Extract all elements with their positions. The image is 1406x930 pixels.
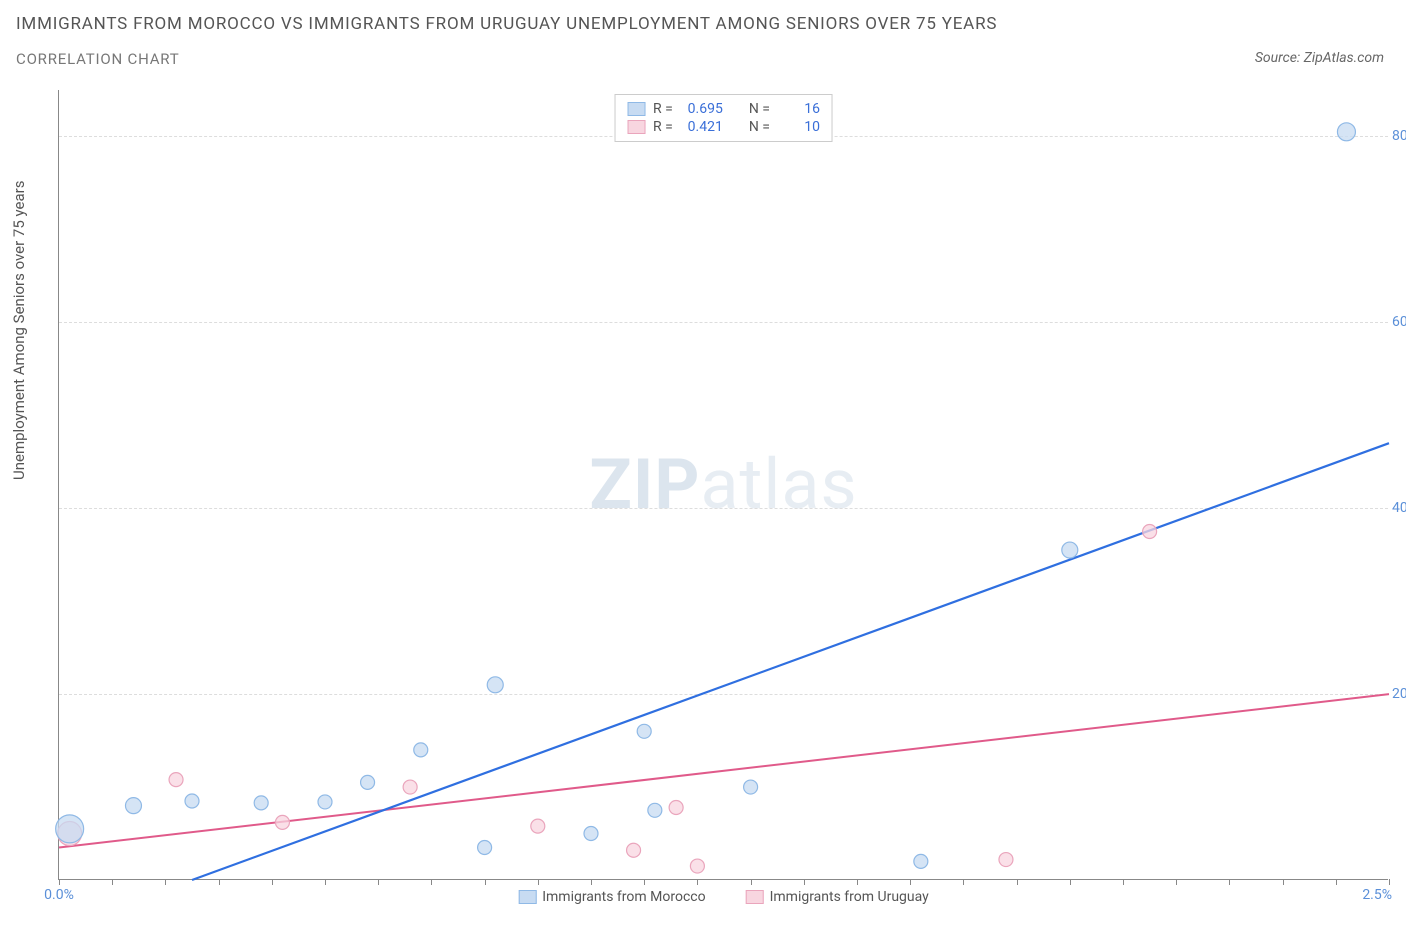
x-tick — [910, 879, 911, 885]
legend-r-label: R = — [653, 119, 673, 135]
legend-r-uruguay: 0.421 — [681, 119, 723, 135]
x-tick — [165, 879, 166, 885]
point-morocco — [744, 780, 758, 794]
point-uruguay — [690, 859, 704, 873]
y-tick-label: 40.0% — [1392, 500, 1406, 516]
point-uruguay — [669, 801, 683, 815]
chart-plot-area: ZIPatlas R = 0.695 N = 16 R = 0.421 N = … — [58, 90, 1388, 880]
x-tick — [1229, 879, 1230, 885]
x-tick — [1283, 879, 1284, 885]
point-morocco — [254, 796, 268, 810]
legend-stats-box: R = 0.695 N = 16 R = 0.421 N = 10 — [614, 94, 833, 142]
x-tick — [751, 879, 752, 885]
legend-swatch-morocco — [518, 890, 536, 904]
x-tick — [325, 879, 326, 885]
legend-label-morocco: Immigrants from Morocco — [542, 889, 705, 905]
legend-r-morocco: 0.695 — [681, 101, 723, 117]
x-tick — [644, 879, 645, 885]
point-uruguay — [531, 819, 545, 833]
x-tick — [1389, 879, 1390, 885]
legend-swatch-uruguay — [627, 120, 645, 134]
point-morocco — [1062, 542, 1078, 558]
x-tick — [1017, 879, 1018, 885]
x-tick — [1176, 879, 1177, 885]
legend-series: Immigrants from Morocco Immigrants from … — [504, 889, 943, 905]
legend-item-morocco: Immigrants from Morocco — [518, 889, 705, 905]
legend-r-label: R = — [653, 101, 673, 117]
point-morocco — [487, 677, 503, 693]
point-morocco — [56, 815, 84, 843]
x-tick — [431, 879, 432, 885]
scatter-svg — [59, 90, 1388, 879]
x-tick — [1336, 879, 1337, 885]
trendline-morocco — [192, 443, 1389, 880]
chart-subtitle: CORRELATION CHART — [16, 50, 180, 68]
point-uruguay — [1143, 524, 1157, 538]
point-morocco — [914, 854, 928, 868]
x-tick — [219, 879, 220, 885]
trendline-uruguay — [59, 694, 1389, 847]
x-tick — [804, 879, 805, 885]
point-morocco — [648, 803, 662, 817]
point-morocco — [584, 827, 598, 841]
legend-n-morocco: 16 — [778, 101, 820, 117]
x-tick — [59, 879, 60, 885]
legend-item-uruguay: Immigrants from Uruguay — [746, 889, 929, 905]
legend-stats-row-morocco: R = 0.695 N = 16 — [627, 101, 820, 117]
legend-swatch-morocco — [627, 102, 645, 116]
point-morocco — [1337, 123, 1355, 141]
x-axis-min-label: 0.0% — [44, 887, 74, 903]
point-uruguay — [999, 853, 1013, 867]
source-label: Source: ZipAtlas.com — [1255, 50, 1384, 66]
legend-swatch-uruguay — [746, 890, 764, 904]
x-tick — [963, 879, 964, 885]
x-tick — [485, 879, 486, 885]
point-uruguay — [403, 780, 417, 794]
point-uruguay — [275, 815, 289, 829]
legend-label-uruguay: Immigrants from Uruguay — [770, 889, 929, 905]
legend-n-label: N = — [749, 119, 770, 135]
point-morocco — [414, 743, 428, 757]
point-morocco — [125, 798, 141, 814]
point-uruguay — [169, 773, 183, 787]
x-tick — [112, 879, 113, 885]
legend-n-label: N = — [749, 101, 770, 117]
y-tick-label: 80.0% — [1392, 128, 1406, 144]
legend-stats-row-uruguay: R = 0.421 N = 10 — [627, 119, 820, 135]
y-axis-label: Unemployment Among Seniors over 75 years — [10, 181, 28, 480]
point-morocco — [478, 840, 492, 854]
x-tick — [1070, 879, 1071, 885]
x-tick — [697, 879, 698, 885]
x-tick — [591, 879, 592, 885]
x-tick — [272, 879, 273, 885]
chart-title: IMMIGRANTS FROM MOROCCO VS IMMIGRANTS FR… — [16, 14, 997, 34]
point-morocco — [185, 794, 199, 808]
point-uruguay — [627, 843, 641, 857]
x-tick — [1123, 879, 1124, 885]
x-tick — [857, 879, 858, 885]
point-morocco — [361, 775, 375, 789]
y-tick-label: 60.0% — [1392, 314, 1406, 330]
point-morocco — [318, 795, 332, 809]
legend-n-uruguay: 10 — [778, 119, 820, 135]
x-axis-max-label: 2.5% — [1362, 887, 1392, 903]
point-morocco — [637, 724, 651, 738]
y-tick-label: 20.0% — [1392, 686, 1406, 702]
x-tick — [378, 879, 379, 885]
x-tick — [538, 879, 539, 885]
